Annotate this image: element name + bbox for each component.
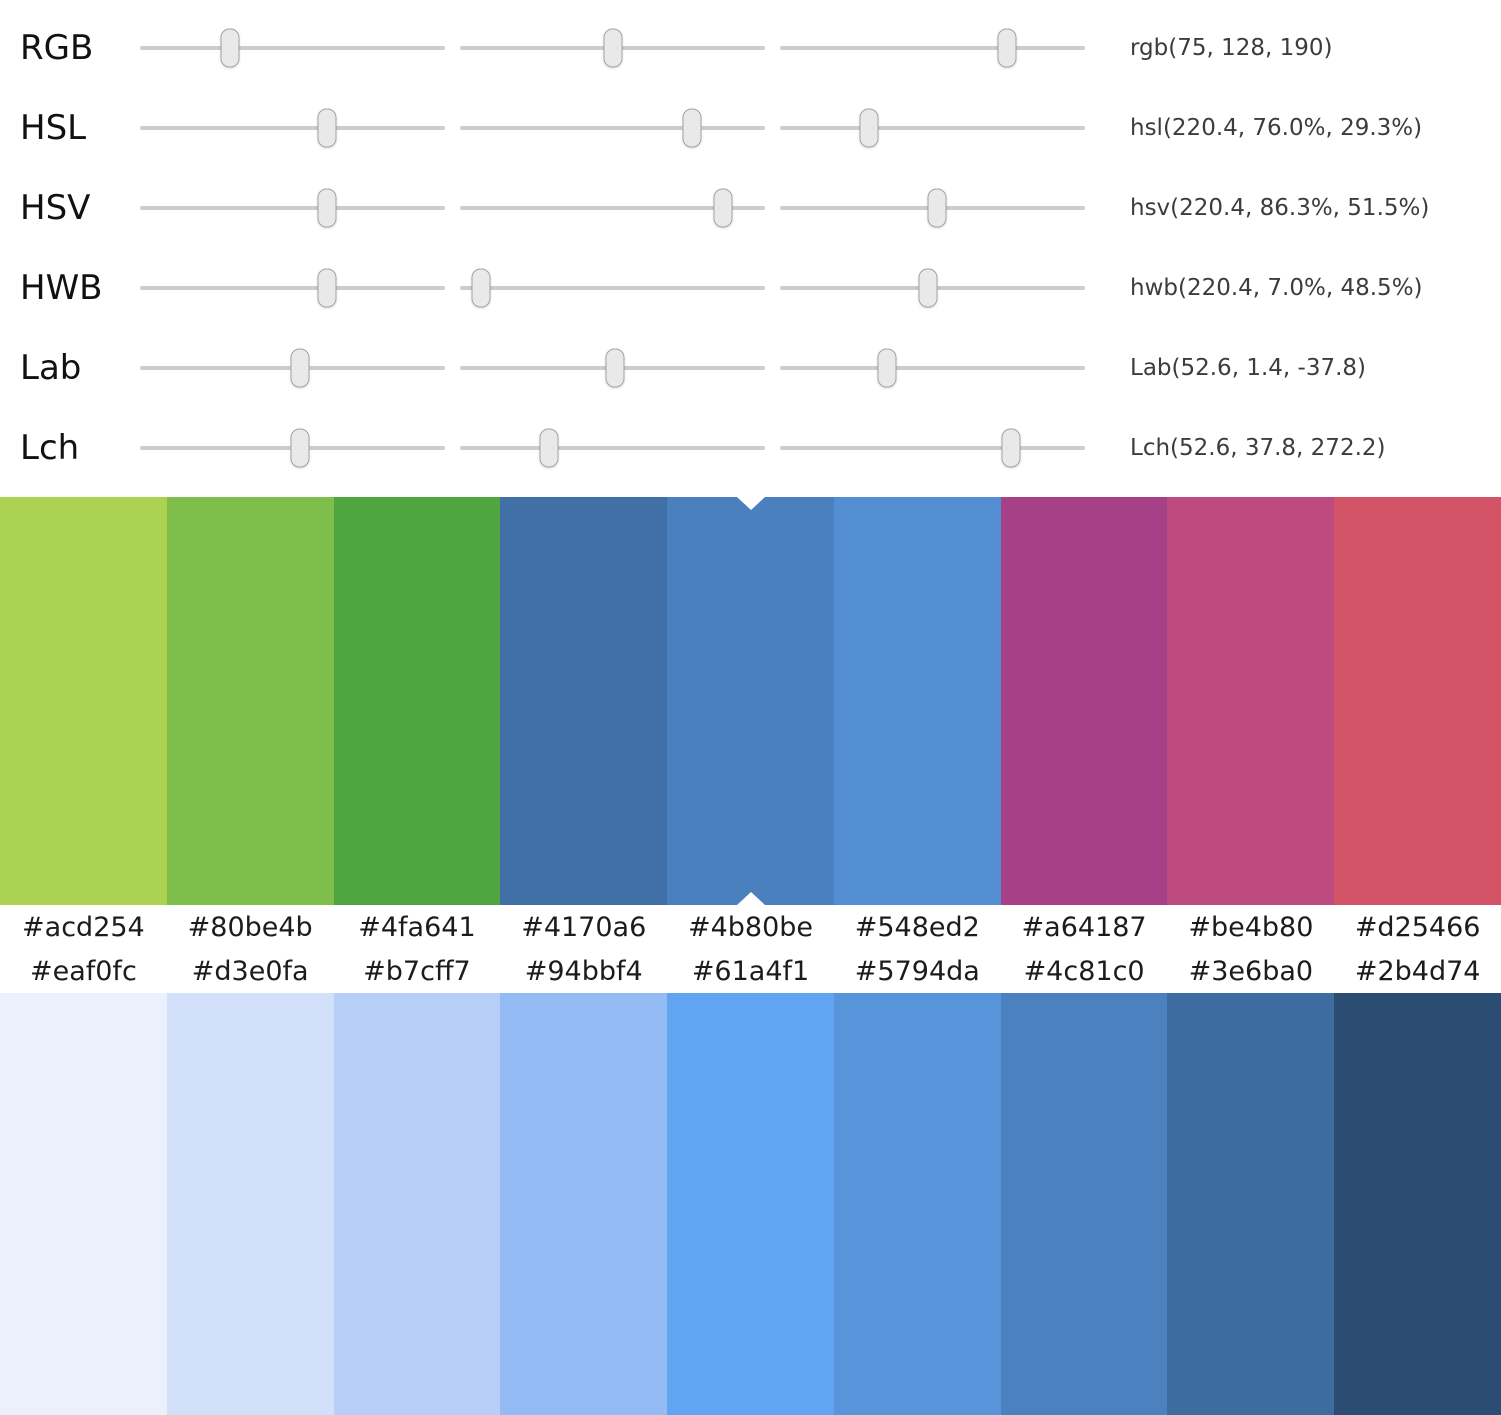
slider-track-lch-3[interactable] xyxy=(780,428,1085,468)
slider-track-hwb-1[interactable] xyxy=(140,268,445,308)
hue-swatch-5[interactable] xyxy=(667,497,834,905)
colorspace-label-rgb: RGB xyxy=(20,28,94,68)
slider-track-lch-1[interactable] xyxy=(140,428,445,468)
hue-swatch-8[interactable] xyxy=(1167,497,1335,905)
slider-thumb-hsv-2[interactable] xyxy=(713,188,733,228)
selected-color-notch-top xyxy=(736,497,765,510)
colorspace-value-hsv: hsv(220.4, 86.3%, 51.5%) xyxy=(1130,195,1430,221)
hue-swatch-6[interactable] xyxy=(833,497,1001,905)
slider-row-hwb: HWB hwb(220.4, 7.0%, 48.5%) xyxy=(0,248,1501,328)
hue-swatch-7[interactable] xyxy=(1000,497,1168,905)
hue-hex-label-8: #be4b80 xyxy=(1188,911,1314,943)
slider-thumb-lch-3[interactable] xyxy=(1001,428,1021,468)
slider-thumb-lch-2[interactable] xyxy=(539,428,559,468)
slider-track-hsl-2[interactable] xyxy=(460,108,765,148)
hue-hex-label-5: #4b80be xyxy=(687,911,814,943)
slider-thumb-hsv-3[interactable] xyxy=(927,188,947,228)
tint-swatch-6[interactable] xyxy=(833,993,1001,1415)
slider-track-rgb-3[interactable] xyxy=(780,28,1085,68)
colorspace-label-lab: Lab xyxy=(20,348,82,388)
slider-track-hsl-3[interactable] xyxy=(780,108,1085,148)
slider-track-hsl-1[interactable] xyxy=(140,108,445,148)
tint-hex-label-6: #5794da xyxy=(854,955,980,987)
tint-hex-label-4: #94bbf4 xyxy=(524,955,643,987)
tint-swatch-9[interactable] xyxy=(1334,993,1501,1415)
colorspace-value-hsl: hsl(220.4, 76.0%, 29.3%) xyxy=(1130,115,1423,141)
tint-swatch-2[interactable] xyxy=(166,993,334,1415)
colorspace-label-hwb: HWB xyxy=(20,268,103,308)
tint-swatch-1[interactable] xyxy=(0,993,167,1415)
slider-track-hsv-1[interactable] xyxy=(140,188,445,228)
slider-track-lch-2[interactable] xyxy=(460,428,765,468)
colorspace-label-hsv: HSV xyxy=(20,188,91,228)
colorspace-value-lab: Lab(52.6, 1.4, -37.8) xyxy=(1130,355,1366,381)
slider-track-rgb-2[interactable] xyxy=(460,28,765,68)
tint-hex-label-1: #eaf0fc xyxy=(29,955,137,987)
tint-hex-label-3: #b7cff7 xyxy=(363,955,471,987)
slider-row-lch: Lch Lch(52.6, 37.8, 272.2) xyxy=(0,408,1501,488)
hue-hex-label-9: #d25466 xyxy=(1354,911,1481,943)
slider-thumb-hwb-2[interactable] xyxy=(471,268,491,308)
colorspace-label-hsl: HSL xyxy=(20,108,87,148)
hue-swatch-3[interactable] xyxy=(333,497,501,905)
tint-swatch-4[interactable] xyxy=(500,993,668,1415)
tint-palette-band xyxy=(0,993,1501,1415)
slider-thumb-lab-1[interactable] xyxy=(290,348,310,388)
slider-thumb-rgb-2[interactable] xyxy=(603,28,623,68)
slider-track-hwb-2[interactable] xyxy=(460,268,765,308)
slider-thumb-hsl-2[interactable] xyxy=(682,108,702,148)
slider-row-hsv: HSV hsv(220.4, 86.3%, 51.5%) xyxy=(0,168,1501,248)
tint-palette-labels: #eaf0fc #d3e0fa #b7cff7 #94bbf4 #61a4f1 #5794… xyxy=(0,949,1501,993)
hue-hex-label-2: #80be4b xyxy=(187,911,313,943)
hue-palette-band xyxy=(0,497,1501,905)
slider-thumb-hsv-1[interactable] xyxy=(317,188,337,228)
slider-track-hwb-3[interactable] xyxy=(780,268,1085,308)
tint-hex-label-5: #61a4f1 xyxy=(691,955,810,987)
hue-hex-label-3: #4fa641 xyxy=(358,911,476,943)
hue-swatch-1[interactable] xyxy=(0,497,167,905)
tint-swatch-5[interactable] xyxy=(667,993,834,1415)
tint-hex-label-9: #2b4d74 xyxy=(1354,955,1481,987)
slider-row-lab: Lab Lab(52.6, 1.4, -37.8) xyxy=(0,328,1501,408)
tint-swatch-8[interactable] xyxy=(1167,993,1335,1415)
slider-thumb-lab-2[interactable] xyxy=(605,348,625,388)
tint-swatch-3[interactable] xyxy=(333,993,501,1415)
slider-track-lab-1[interactable] xyxy=(140,348,445,388)
tint-hex-label-7: #4c81c0 xyxy=(1023,955,1145,987)
hue-hex-label-7: #a64187 xyxy=(1021,911,1147,943)
tint-hex-label-2: #d3e0fa xyxy=(191,955,309,987)
tint-swatch-7[interactable] xyxy=(1000,993,1168,1415)
slider-thumb-rgb-1[interactable] xyxy=(220,28,240,68)
hue-hex-label-4: #4170a6 xyxy=(521,911,647,943)
colorspace-value-rgb: rgb(75, 128, 190) xyxy=(1130,35,1333,61)
slider-track-lab-2[interactable] xyxy=(460,348,765,388)
slider-track-hsv-3[interactable] xyxy=(780,188,1085,228)
hue-swatch-2[interactable] xyxy=(166,497,334,905)
hue-swatch-4[interactable] xyxy=(500,497,668,905)
slider-thumb-rgb-3[interactable] xyxy=(997,28,1017,68)
colorspace-sliders-panel: RGB rgb(75, 128, 190) HSL hsl(220.4, 76.0%,… xyxy=(0,0,1501,497)
slider-thumb-lch-1[interactable] xyxy=(290,428,310,468)
hue-hex-label-1: #acd254 xyxy=(22,911,145,943)
slider-row-hsl: HSL hsl(220.4, 76.0%, 29.3%) xyxy=(0,88,1501,168)
slider-thumb-hsl-1[interactable] xyxy=(317,108,337,148)
tint-hex-label-8: #3e6ba0 xyxy=(1188,955,1314,987)
hue-palette-labels: #acd254 #80be4b #4fa641 #4170a6 #4b80be #548e… xyxy=(0,905,1501,949)
slider-row-rgb: RGB rgb(75, 128, 190) xyxy=(0,8,1501,88)
slider-track-rgb-1[interactable] xyxy=(140,28,445,68)
colorspace-value-lch: Lch(52.6, 37.8, 272.2) xyxy=(1130,435,1386,461)
slider-thumb-hwb-1[interactable] xyxy=(317,268,337,308)
colorspace-value-hwb: hwb(220.4, 7.0%, 48.5%) xyxy=(1130,275,1423,301)
slider-track-lab-3[interactable] xyxy=(780,348,1085,388)
slider-thumb-hwb-3[interactable] xyxy=(918,268,938,308)
hue-hex-label-6: #548ed2 xyxy=(854,911,980,943)
selected-color-notch-bottom xyxy=(736,892,765,905)
slider-thumb-lab-3[interactable] xyxy=(877,348,897,388)
slider-thumb-hsl-3[interactable] xyxy=(859,108,879,148)
hue-swatch-9[interactable] xyxy=(1334,497,1501,905)
slider-track-hsv-2[interactable] xyxy=(460,188,765,228)
colorspace-label-lch: Lch xyxy=(20,428,80,468)
